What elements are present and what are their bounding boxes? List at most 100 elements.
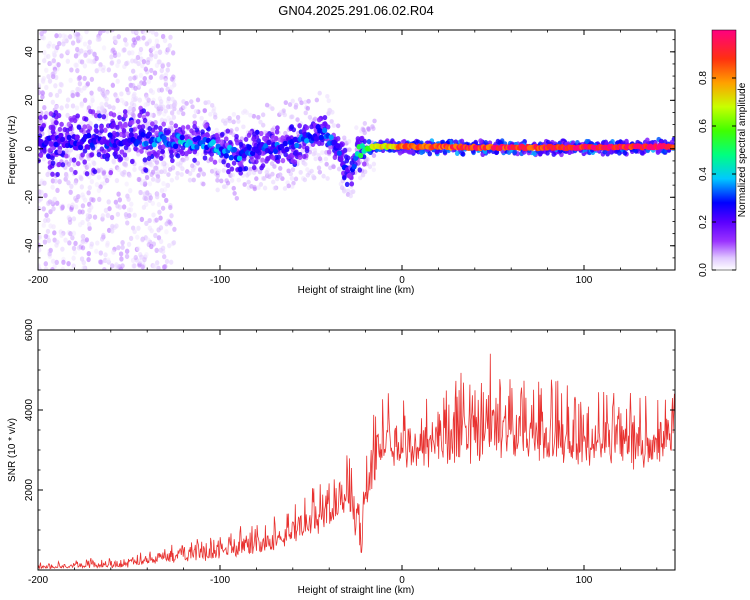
spectrogram-cell: [88, 108, 93, 115]
spectrogram-cell: [128, 105, 133, 112]
spectrogram-cell: [280, 157, 286, 164]
spectrogram-cell: [61, 259, 66, 265]
spectrogram-cell: [94, 248, 99, 254]
spectrogram-cell: [153, 124, 159, 130]
spectrogram-cell: [93, 123, 99, 129]
spectrogram-peak: [284, 146, 290, 153]
spectrogram-cell: [181, 111, 186, 117]
spectrogram-cell: [331, 164, 336, 170]
snr-x-tick-label: 100: [576, 575, 593, 586]
spectrogram-cell: [163, 263, 168, 270]
spectrogram-cell: [532, 151, 537, 157]
spectrogram-cell: [98, 259, 103, 265]
spectrogram-cell: [237, 166, 243, 173]
spectrogram-cell: [237, 160, 243, 167]
spectrogram-cell: [60, 162, 66, 168]
spectrogram-cell: [113, 147, 119, 153]
spectrogram-cell: [126, 90, 131, 96]
spectrogram-cell: [235, 114, 241, 120]
spectrogram-cell: [85, 123, 91, 130]
spectrogram-cell: [123, 113, 128, 119]
spectrogram-cell: [76, 193, 81, 200]
spectrogram-peak: [59, 136, 66, 143]
spectrogram-cell: [149, 52, 154, 58]
spectrogram-peak: [318, 134, 324, 141]
spectrogram-cell: [99, 236, 105, 242]
spectrogram-cell: [54, 259, 59, 265]
spectrogram-cell: [326, 149, 332, 155]
spectrogram-cell: [289, 176, 295, 181]
spectrogram-cell: [227, 115, 232, 121]
spectrogram-cell: [166, 172, 171, 178]
spectrogram-cell: [231, 160, 237, 166]
spectrogram-cell: [124, 41, 129, 47]
spectrogram-cell: [214, 132, 220, 138]
spectrogram-cell: [107, 206, 112, 212]
spectrogram-cell: [51, 58, 57, 64]
spectrogram-cell: [215, 187, 220, 193]
spectrogram-cell: [49, 117, 55, 123]
spectrogram-cell: [123, 37, 128, 43]
spectrogram-cell: [246, 132, 252, 138]
spectrogram-cell: [136, 82, 142, 88]
spectrogram-cell: [350, 189, 356, 195]
spectrogram-cell: [271, 134, 276, 140]
spectrogram-cell: [220, 131, 225, 137]
spectrogram-cell: [142, 191, 147, 197]
spectrogram-cell: [169, 76, 175, 82]
spectrogram-cell: [68, 189, 73, 195]
spectrogram-cell: [442, 149, 448, 155]
spectrogram-cell: [93, 113, 99, 119]
spectrogram-cell: [50, 155, 55, 161]
spectrogram-cell: [149, 171, 154, 178]
spectrogram-cell: [45, 228, 51, 234]
spectrogram-cell: [309, 168, 314, 174]
spectrogram-cell: [161, 160, 166, 165]
spectrogram-cell: [165, 104, 171, 110]
spectrogram-cell: [584, 138, 590, 145]
spectrogram-cell: [57, 179, 62, 185]
spectrogram-cell: [130, 68, 136, 74]
spectrogram-cell: [256, 154, 261, 160]
spectrogram-cell: [144, 220, 149, 227]
spectrogram-cell: [159, 117, 165, 123]
spectrogram-cell: [183, 134, 189, 140]
spectrogram-cell: [38, 118, 44, 125]
spectrogram-cell: [175, 170, 180, 176]
spectrogram-cell: [60, 266, 66, 270]
spectrogram-cell: [190, 167, 196, 173]
spectrogram-cell: [146, 30, 152, 34]
spectrogram-cell: [200, 129, 205, 135]
spectrogram-cell: [361, 161, 367, 167]
spectrogram-cell: [59, 121, 64, 127]
spectrogram-cell: [150, 30, 155, 35]
spectrogram-cell: [70, 235, 75, 241]
spectrogram-cell: [159, 87, 164, 93]
spectrogram-cell: [158, 155, 164, 161]
spectrogram-cell: [116, 52, 122, 58]
spectrogram-cell: [41, 75, 46, 82]
spectrogram-peak: [313, 135, 320, 142]
spectrogram-cell: [112, 52, 118, 59]
spectrogram-cell: [47, 147, 52, 154]
spectrogram-peak: [246, 144, 252, 150]
spectrogram-cell: [275, 125, 280, 131]
spectrogram-cell: [66, 180, 71, 186]
spectrogram-cell: [67, 240, 72, 246]
spectrogram-cell: [125, 220, 130, 226]
snr-y-ticks: 2000 4000 6000: [24, 318, 675, 571]
spectrogram-cell: [55, 187, 60, 193]
spectrogram-cell: [42, 239, 48, 245]
spectrogram-cell: [133, 96, 139, 102]
spectrogram-cell: [73, 240, 78, 246]
spectrogram-cell: [106, 67, 112, 73]
spectrogram-cell: [132, 263, 137, 269]
spectrogram-cell: [459, 138, 465, 144]
spectrogram-cell: [51, 43, 56, 49]
spectrogram-cell: [165, 67, 170, 73]
spectrogram-cell: [324, 161, 329, 167]
spectrogram-cell: [54, 92, 60, 98]
spectrogram-cell: [202, 155, 208, 161]
spectrogram-cell: [89, 241, 94, 247]
spectrogram-cell: [89, 90, 94, 96]
